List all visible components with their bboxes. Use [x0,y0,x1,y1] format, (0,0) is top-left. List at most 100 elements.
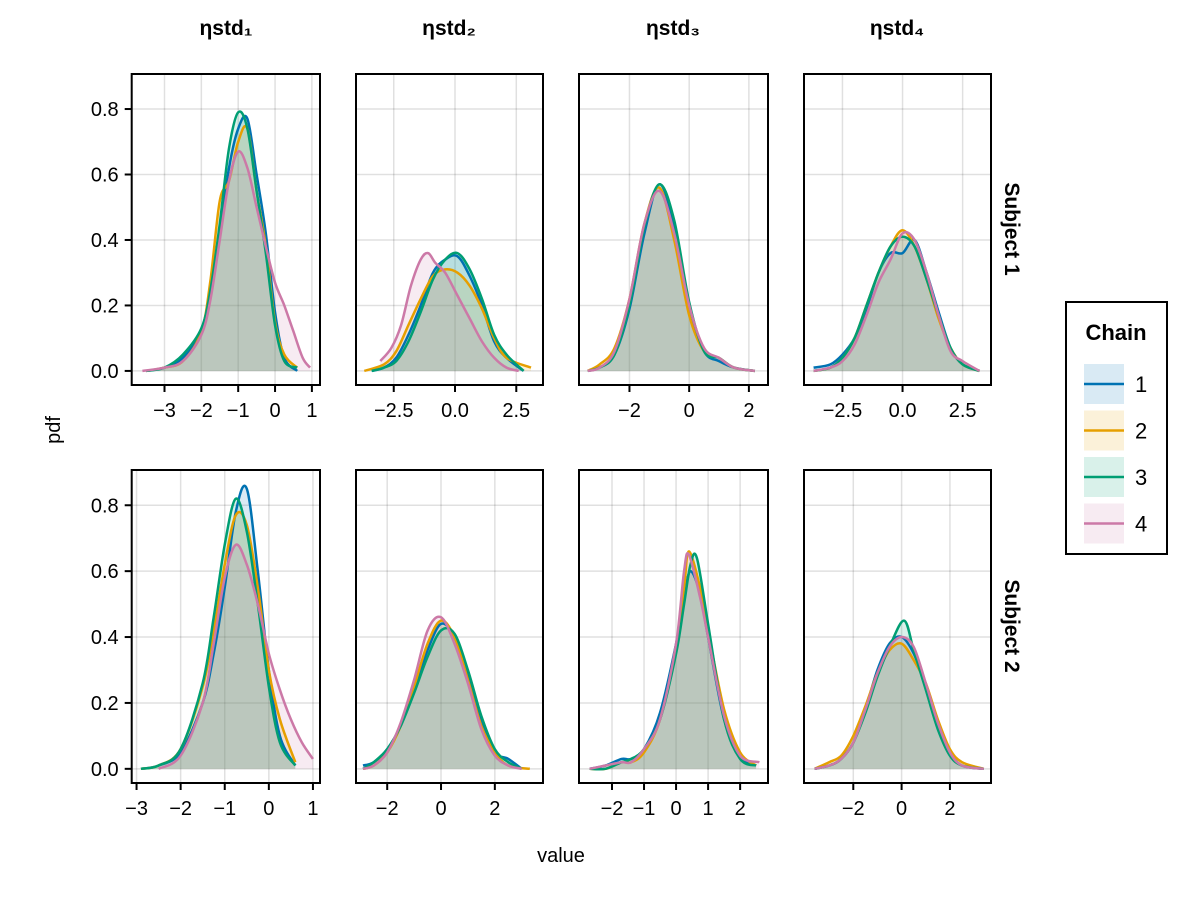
x-tick-label: 0 [269,400,280,422]
density-fill-chain-4 [813,232,980,371]
density-fill-chain-2 [146,126,298,371]
x-tick-label: −2 [842,798,865,820]
density-line-chain-1 [145,114,299,373]
y-tick-label: 0.4 [91,230,119,252]
panel-2-3: −2 −1 0 1 2 [578,469,769,820]
row-label-subject-1: Subject 1 [1000,182,1023,276]
legend-entries: 1 2 3 4 [1084,364,1147,544]
column-title-1: ηstd₁ [199,17,252,40]
x-tick-label: 2 [735,798,746,820]
density-line-chain-3 [145,110,298,373]
density-line-chain-4 [142,150,312,373]
panel-1-2: −2.5 0.0 2.5 [355,73,544,422]
density-line-chain-2 [363,268,532,373]
x-tick-label: 0 [263,798,274,820]
x-tick-label: −2 [169,798,192,820]
density-fill-chain-4 [587,190,755,371]
density-fill-chain-1 [587,184,755,371]
y-tick-label: 0.6 [91,165,119,187]
x-tick-label: −3 [153,400,176,422]
x-tick-label: −2.5 [374,400,413,422]
panel-1-4: −2.5 0.0 2.5 [803,73,992,422]
density-line-chain-3 [362,626,523,770]
x-tick-label: 0 [671,798,682,820]
panel-1-1: −3 −2 −1 0 1 0.0 0.2 0.4 0.6 0.8 [91,73,321,422]
x-tick-label: −3 [125,798,148,820]
density-fill-chain-3 [146,111,298,371]
density-fill-chain-4 [380,252,519,371]
density-fill-chain-1 [371,255,524,371]
density-fill-chain-3 [589,553,757,770]
density-fill-chain-3 [587,184,755,371]
x-tick-label: 2.5 [502,400,530,422]
column-titles: ηstd₁ ηstd₂ ηstd₃ ηstd₄ [199,17,924,40]
density-fill-chain-2 [363,620,530,769]
x-axis-label: value [537,845,585,867]
legend-title: Chain [1085,320,1146,345]
y-tick-label: 0.2 [91,693,119,715]
panel-frame [803,73,992,386]
legend-entry-chain-1: 1 [1084,364,1147,404]
x-tick-label: −2 [618,400,641,422]
density-line-chain-2 [814,641,985,771]
y-tick-label: 0.2 [91,295,119,317]
x-tick-label: 2.5 [949,400,977,422]
x-tick-label: 1 [306,400,317,422]
y-tick-label: 0.8 [91,99,119,121]
density-line-chain-3 [371,251,525,373]
panel-background [804,74,991,385]
y-tick-label: 0.6 [91,561,119,583]
legend-frame [1065,301,1168,555]
legend-entry-chain-2: 2 [1084,410,1147,451]
y-tick-label: 0.0 [91,361,119,383]
x-tick-label: −2 [190,400,213,422]
panel-background [131,470,320,783]
x-tick-label: −1 [227,400,250,422]
x-tick-label: −1 [213,798,236,820]
panel-frame [130,73,321,386]
x-tick-label: −2 [376,798,399,820]
panel-1-3: −2 0 2 [578,73,769,422]
panel-2-2: −2 0 2 [355,469,544,820]
panel-background [131,74,320,385]
x-tick-label: 0 [896,798,907,820]
x-tick-label: 0 [435,798,446,820]
density-line-chain-4 [157,543,314,770]
density-line-chain-4 [814,635,984,771]
panel-frame [578,469,769,784]
column-title-4: ηstd₄ [870,17,924,40]
density-line-chain-3 [813,235,980,373]
panel-background [579,470,768,783]
x-tick-label: 2 [944,798,955,820]
panel-frame [130,469,321,784]
x-tick-label: 0.0 [889,400,917,422]
legend-label: 2 [1135,419,1147,444]
x-tick-label: −1 [633,798,656,820]
density-line-chain-4 [379,251,520,373]
panels: −3 −2 −1 0 1 0.0 0.2 0.4 0.6 0.8 −2.5 0.0 2.5 −2 0 2 −2.… [91,73,992,820]
panel-frame [355,469,544,784]
x-tick-label: 1 [307,798,318,820]
row-labels: Subject 1 Subject 2 [1000,182,1023,672]
density-line-chain-4 [589,552,760,771]
density-fill-chain-2 [587,187,755,371]
panel-frame [355,73,544,386]
density-fill-chain-1 [146,115,298,371]
density-line-chain-3 [140,497,297,771]
panel-frame [803,469,992,784]
legend-entry-chain-3: 3 [1084,457,1147,497]
legend-label: 3 [1135,465,1147,490]
x-tick-label: 0.0 [441,400,469,422]
y-tick-label: 0.0 [91,759,119,781]
density-line-chain-4 [362,615,522,771]
x-tick-label: 2 [743,400,754,422]
density-fill-chain-4 [363,616,522,769]
density-line-chain-4 [813,230,981,373]
panel-frame [578,73,769,386]
density-fill-chain-2 [589,551,757,770]
density-fill-chain-2 [141,512,296,769]
x-tick-label: 0 [684,400,695,422]
density-line-chain-4 [587,189,756,373]
y-axis-label: pdf [43,416,65,444]
